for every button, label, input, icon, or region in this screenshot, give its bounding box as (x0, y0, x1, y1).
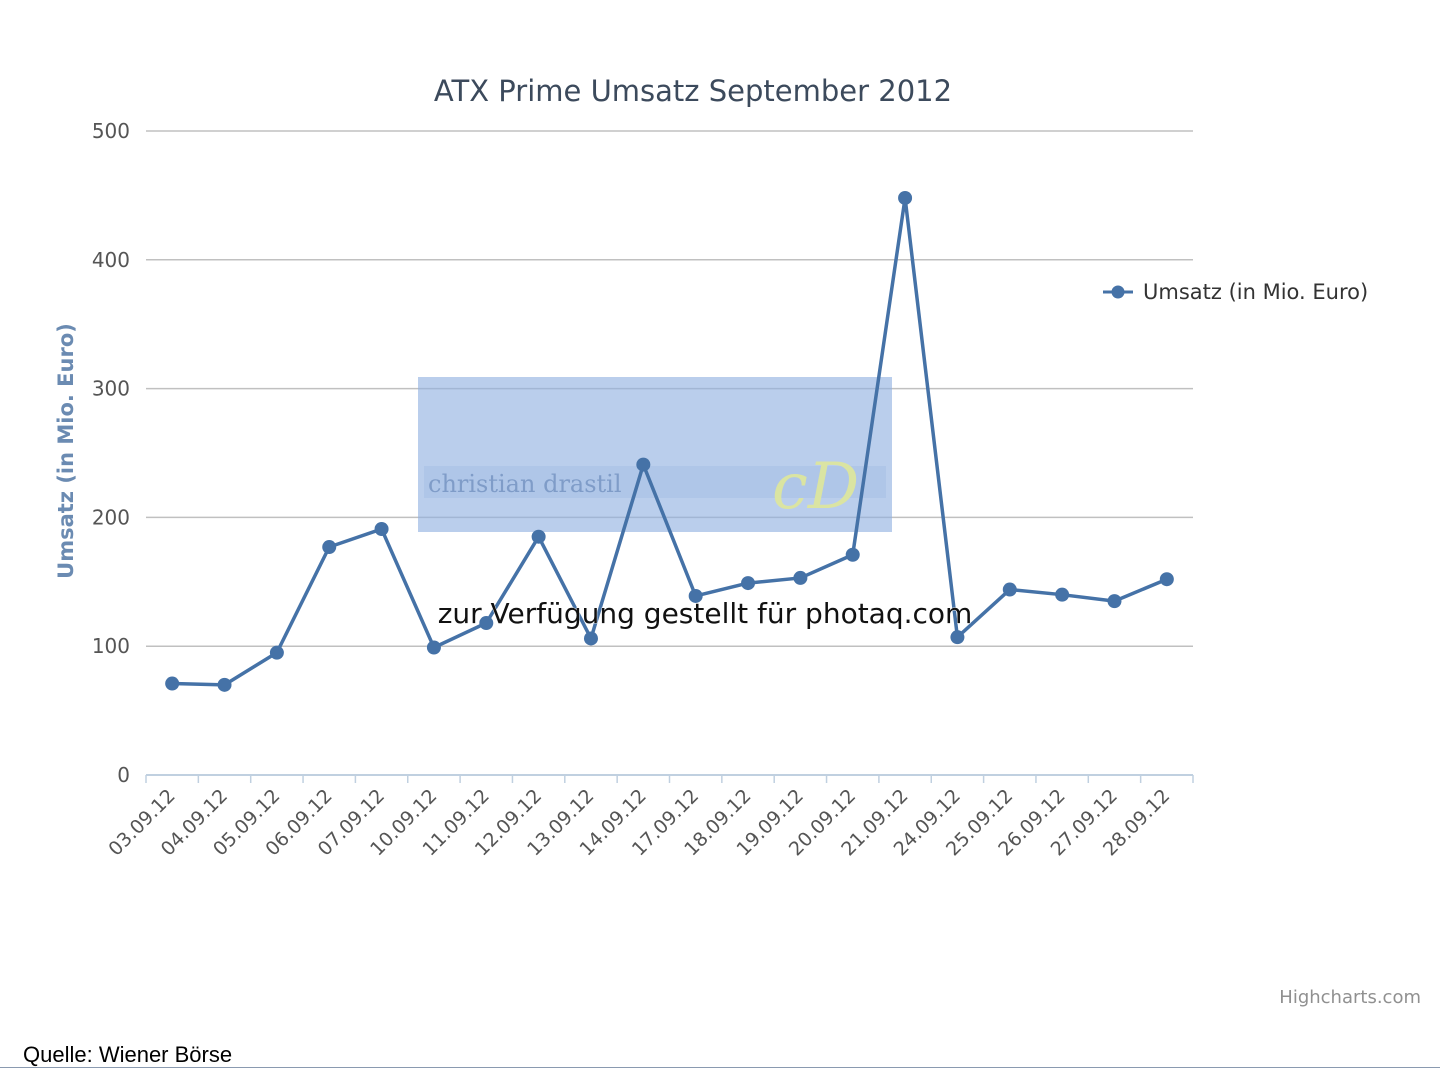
logo-box (418, 377, 892, 532)
data-point (583, 631, 598, 646)
data-point (688, 588, 703, 603)
x-axis: 03.09.1204.09.1205.09.1206.09.1207.09.12… (104, 774, 1194, 860)
source-note: Quelle: Wiener Börse (23, 1042, 232, 1067)
y-tick-label: 100 (92, 634, 130, 658)
data-point (793, 570, 808, 585)
highcharts-credit[interactable]: Highcharts.com (1279, 987, 1421, 1008)
data-point (217, 677, 232, 692)
data-point (1107, 594, 1122, 609)
legend-marker (1111, 285, 1125, 299)
data-point (845, 547, 860, 562)
data-point (479, 616, 494, 631)
data-point (531, 529, 546, 544)
data-point (426, 640, 441, 655)
data-point (1159, 572, 1174, 587)
series-line (172, 196, 1168, 687)
y-tick-label: 300 (92, 377, 130, 401)
y-tick-label: 400 (92, 248, 130, 272)
data-point (1055, 587, 1070, 602)
legend-item-umsatz[interactable]: Umsatz (in Mio. Euro) (1143, 280, 1368, 304)
data-point (322, 540, 337, 555)
data-point (898, 190, 913, 205)
y-tick-label: 200 (92, 505, 130, 529)
y-axis: 0 100 200 300 400 500 (92, 119, 130, 787)
data-point (374, 521, 389, 536)
y-axis-label: Umsatz (in Mio. Euro) (54, 323, 78, 579)
photaq-watermark: zur Verfügung gestellt für photaq.com (438, 597, 973, 630)
series-umsatz (165, 190, 1174, 692)
data-point (636, 457, 651, 472)
chart-title: ATX Prime Umsatz September 2012 (434, 74, 952, 108)
logo-watermark: christian drastil cD (418, 377, 892, 532)
y-tick-label: 500 (92, 119, 130, 143)
data-point (950, 630, 965, 645)
y-tick-label: 0 (117, 763, 130, 787)
legend[interactable]: Umsatz (in Mio. Euro) (1103, 280, 1368, 304)
data-point (1002, 582, 1017, 597)
data-point (165, 676, 180, 691)
data-point (269, 645, 284, 660)
logo-initials: cD (772, 450, 859, 524)
logo-text: christian drastil (428, 470, 622, 498)
data-point (741, 576, 756, 591)
